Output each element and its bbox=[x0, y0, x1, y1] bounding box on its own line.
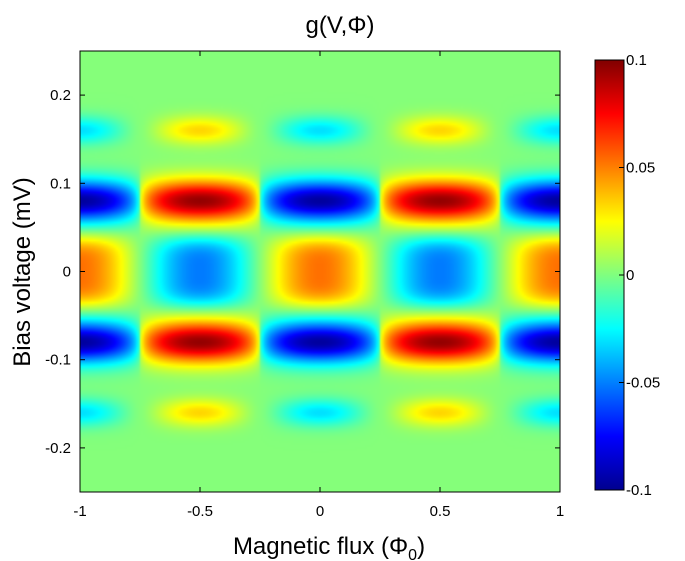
x-tick-label: 0.5 bbox=[430, 503, 451, 520]
x-axis-label-close: ) bbox=[417, 533, 425, 560]
chart-title: g(V,Φ) bbox=[306, 12, 375, 39]
y-axis-label: Bias voltage (mV) bbox=[9, 177, 36, 366]
x-tick-label: -1 bbox=[73, 503, 86, 520]
x-axis-label-subscript: 0 bbox=[408, 547, 417, 561]
x-tick-label: -0.5 bbox=[187, 503, 213, 520]
x-axis-label-main: Magnetic flux (Φ bbox=[233, 533, 408, 560]
y-tick-label: 0 bbox=[63, 264, 71, 281]
colorbar: 0.1 0.05 0 -0.05 -0.1 bbox=[594, 52, 660, 499]
y-tick-label: -0.2 bbox=[45, 440, 71, 457]
x-tick-label: 1 bbox=[556, 503, 564, 520]
colorbar-ticks: 0.1 0.05 0 -0.05 -0.1 bbox=[619, 52, 660, 499]
colorbar-tick-label: 0 bbox=[626, 267, 634, 284]
y-axis-ticks: 0.2 0.1 0 -0.1 -0.2 bbox=[45, 87, 560, 457]
y-tick-label: -0.1 bbox=[45, 352, 71, 369]
colorbar-tick-label: -0.05 bbox=[626, 375, 660, 392]
heatmap-image bbox=[80, 51, 560, 492]
y-tick-label: 0.1 bbox=[50, 175, 71, 192]
plot-area: -1 -0.5 0 0.5 1 0.2 0.1 0 -0.1 -0.2 bbox=[45, 50, 564, 520]
y-tick-label: 0.2 bbox=[50, 87, 71, 104]
colorbar-tick-label: 0.1 bbox=[626, 52, 647, 69]
colorbar-tick-label: -0.1 bbox=[626, 482, 652, 499]
x-axis-ticks: -1 -0.5 0 0.5 1 bbox=[73, 51, 564, 520]
x-tick-label: 0 bbox=[316, 503, 324, 520]
colorbar-tick-label: 0.05 bbox=[626, 160, 655, 177]
x-axis-label: Magnetic flux (Φ0) bbox=[233, 533, 425, 561]
